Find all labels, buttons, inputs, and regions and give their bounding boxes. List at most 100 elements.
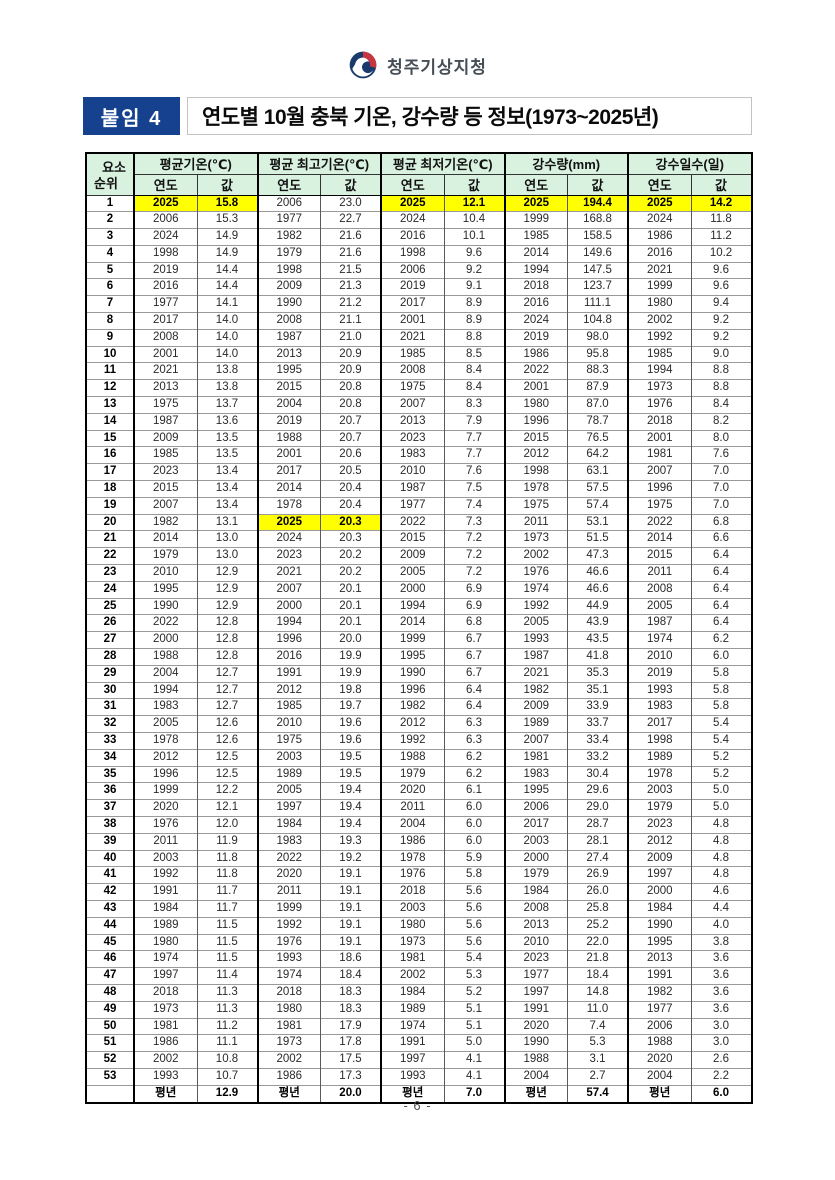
value-cell: 11.2 — [690, 228, 753, 246]
year-cell: 2010 — [133, 564, 198, 582]
year-cell: 1982 — [380, 698, 445, 716]
year-cell: 2004 — [380, 815, 445, 834]
year-cell: 1993 — [256, 950, 321, 968]
year-cell: 1989 — [256, 765, 321, 783]
year-cell: 1977 — [256, 211, 321, 229]
year-cell: 2020 — [380, 782, 445, 800]
government-emblem-icon — [349, 51, 377, 79]
table-row: 37 2020 12.1 1997 19.4 2011 6.0 2006 29.0 1979 5.0 — [85, 799, 753, 817]
year-cell: 2024 — [133, 228, 198, 246]
year-cell: 1984 — [503, 883, 568, 901]
value-cell: 19.1 — [320, 933, 382, 951]
value-cell: 19.4 — [320, 815, 382, 834]
year-cell: 2000 — [133, 631, 198, 649]
year-cell: 1980 — [627, 295, 692, 313]
value-cell: 7.6 — [690, 446, 753, 464]
year-cell: 2010 — [627, 648, 692, 666]
year-cell: 2025 — [380, 194, 445, 212]
year-cell: 2013 — [380, 412, 445, 431]
value-cell: 87.0 — [567, 396, 629, 414]
year-cell: 1983 — [503, 765, 568, 783]
rank-cell: 48 — [85, 983, 135, 1002]
title-box: 연도별 10월 충북 기온, 강수량 등 정보(1973~2025년) — [187, 97, 752, 135]
value-cell: 9.1 — [443, 278, 505, 296]
year-cell: 1993 — [503, 631, 568, 649]
table-row: 34 2012 12.5 2003 19.5 1988 6.2 1981 33.2 1989 5.2 — [85, 748, 753, 767]
year-cell: 2009 — [627, 849, 692, 867]
value-cell: 20.5 — [320, 463, 382, 481]
year-cell: 1992 — [627, 328, 692, 347]
year-cell: 2020 — [133, 799, 198, 817]
year-cell: 2008 — [627, 580, 692, 599]
year-cell: 1999 — [627, 278, 692, 296]
year-cell: 1998 — [133, 244, 198, 263]
value-cell: 12.0 — [196, 815, 258, 834]
rank-cell: 1 — [85, 194, 135, 212]
year-cell: 2004 — [133, 664, 198, 683]
value-cell: 19.1 — [320, 916, 382, 935]
value-cell: 2.7 — [567, 1067, 629, 1086]
value-cell: 29.0 — [567, 799, 629, 817]
year-cell: 2014 — [380, 614, 445, 632]
value-cell: 111.1 — [567, 295, 629, 313]
table-row: 15 2009 13.5 1988 20.7 2023 7.7 2015 76.5 2001 8.0 — [85, 429, 753, 447]
value-cell: 11.0 — [567, 1000, 629, 1019]
year-cell: 1974 — [503, 580, 568, 599]
value-cell: 12.7 — [196, 698, 258, 716]
year-cell: 2015 — [133, 480, 198, 498]
value-cell: 46.6 — [567, 580, 629, 599]
year-cell: 1998 — [256, 261, 321, 279]
year-cell: 1997 — [380, 1051, 445, 1069]
value-cell: 88.3 — [567, 362, 629, 380]
year-cell: 2018 — [380, 883, 445, 901]
year-cell: 2010 — [256, 715, 321, 733]
rank-cell: 7 — [85, 295, 135, 313]
year-cell: 1990 — [503, 1034, 568, 1052]
table-row: 4 1998 14.9 1979 21.6 1998 9.6 2014 149.6 2016 10.… — [85, 244, 753, 263]
table-row: 24 1995 12.9 2007 20.1 2000 6.9 1974 46.6 2008 6.4 — [85, 580, 753, 599]
year-cell: 1996 — [380, 681, 445, 699]
value-cell: 19.2 — [320, 849, 382, 867]
value-cell: 8.5 — [443, 345, 505, 363]
year-cell: 1976 — [627, 396, 692, 414]
value-cell: 35.3 — [567, 664, 629, 683]
value-cell: 4.4 — [690, 899, 753, 918]
column-group-avg-temp: 평균기온(℃) — [133, 152, 258, 175]
table-row: 51 1986 11.1 1973 17.8 1991 5.0 1990 5.3 1988 3.0 — [85, 1034, 753, 1052]
table-row: 44 1989 11.5 1992 19.1 1980 5.6 2013 25.2 1990 4.0 — [85, 916, 753, 935]
year-cell: 2016 — [256, 648, 321, 666]
table-row: 3 2024 14.9 1982 21.6 2016 10.1 1985 158.5 1986 11… — [85, 228, 753, 246]
rank-cell: 35 — [85, 765, 135, 783]
year-cell: 2019 — [627, 664, 692, 683]
value-cell: 6.2 — [443, 765, 505, 783]
year-cell: 1987 — [503, 648, 568, 666]
value-cell: 47.3 — [567, 547, 629, 565]
rank-cell — [85, 1084, 135, 1103]
value-cell: 13.7 — [196, 396, 258, 414]
year-cell: 2013 — [256, 345, 321, 363]
rank-cell: 6 — [85, 278, 135, 296]
value-cell: 11.8 — [196, 866, 258, 884]
agency-name: 청주기상지청 — [387, 57, 487, 77]
value-cell: 26.0 — [567, 883, 629, 901]
year-cell: 1973 — [627, 379, 692, 397]
year-cell: 1986 — [256, 1067, 321, 1086]
year-cell: 2019 — [503, 328, 568, 347]
value-cell: 21.1 — [320, 312, 382, 330]
year-cell: 2021 — [627, 261, 692, 279]
value-cell: 6.4 — [690, 580, 753, 599]
value-cell: 22.0 — [567, 933, 629, 951]
year-cell: 1987 — [256, 328, 321, 347]
rank-cell: 38 — [85, 815, 135, 834]
table-row: 20 1982 13.1 2025 20.3 2022 7.3 2011 53.1 2022 6.8 — [85, 513, 753, 531]
year-cell: 1981 — [133, 1017, 198, 1035]
year-cell: 2005 — [133, 715, 198, 733]
year-cell: 2008 — [380, 362, 445, 380]
value-cell: 20.1 — [320, 597, 382, 615]
value-cell: 20.1 — [320, 614, 382, 632]
value-cell: 6.2 — [443, 748, 505, 767]
rank-cell: 50 — [85, 1017, 135, 1035]
year-cell: 1988 — [133, 648, 198, 666]
value-cell: 12.7 — [196, 681, 258, 699]
table-row: 11 2021 13.8 1995 20.9 2008 8.4 2022 88.3 1994 8.8 — [85, 362, 753, 380]
